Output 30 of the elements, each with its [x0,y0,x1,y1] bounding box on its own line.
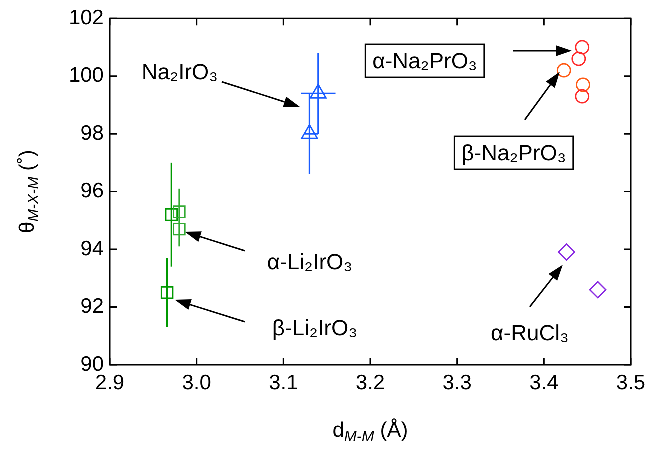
x-tick-label: 3.1 [269,371,298,394]
y-tick-label: 98 [80,122,104,145]
y-axis-title: θM-X-M (˚) [16,150,42,234]
x-tick-label: 3.4 [530,371,560,394]
point [575,89,590,104]
x-tick-label: 3.3 [442,371,472,394]
point [589,281,607,299]
x-tick-label: 3.5 [616,371,646,394]
annotation: α-RuCl₃ [491,320,569,346]
annotation: α-Na₂PrO₃ [372,48,478,74]
annotation: Na₂IrO₃ [142,60,218,84]
point [575,40,590,55]
point [173,206,186,218]
annotation: β-Li₂IrO₃ [272,316,358,340]
point [160,286,174,300]
annotation: α-Li₂IrO₃ [267,250,353,274]
point [576,78,590,92]
y-tick-label: 92 [80,295,104,318]
point [173,222,186,236]
y-tick-label: 102 [68,6,104,30]
point [165,208,178,222]
x-tick-label: 3.0 [182,371,212,394]
y-tick-label: 96 [80,180,104,203]
annotation: β-Na₂PrO₃ [462,140,566,166]
point [556,63,572,78]
y-tick-label: 100 [68,64,104,88]
point [558,244,576,262]
point [572,52,586,66]
y-tick-label: 94 [80,237,104,260]
x-tick-label: 3.2 [356,371,386,394]
